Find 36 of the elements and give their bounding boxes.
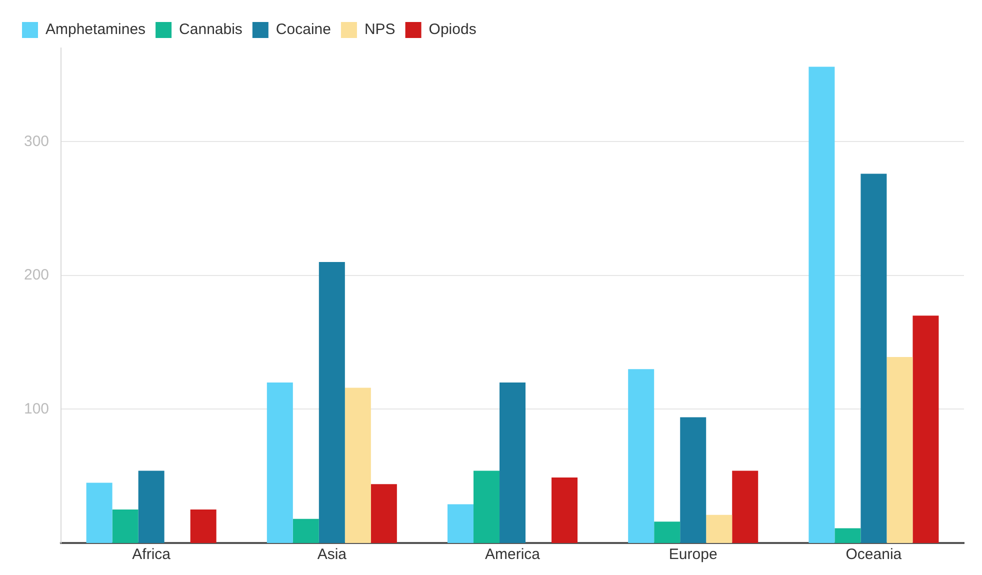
bar (808, 66, 835, 543)
bar (680, 417, 706, 543)
y-tick-label: 100 (24, 400, 50, 418)
bar (370, 484, 397, 543)
bar (292, 518, 319, 543)
bar (86, 482, 112, 543)
bar (344, 388, 371, 543)
legend-label: Cannabis (179, 21, 242, 38)
y-tick-label: 200 (24, 266, 50, 284)
legend-label: Cocaine (276, 21, 331, 38)
bar (318, 262, 345, 543)
bar (552, 477, 578, 543)
legend-label: Opiods (428, 21, 476, 38)
legend-label: Amphetamines (46, 21, 146, 38)
x-tick-label: Africa (132, 546, 172, 564)
bar (654, 522, 680, 543)
bar (112, 510, 138, 543)
bar (500, 382, 526, 543)
bar (732, 470, 758, 543)
bar (834, 528, 861, 543)
x-tick-label: America (485, 546, 541, 564)
y-tick-label: 300 (24, 132, 50, 150)
bar (628, 369, 654, 543)
bar (886, 357, 913, 543)
bar (266, 382, 293, 543)
bar (706, 514, 732, 543)
bar (448, 504, 474, 543)
x-tick-label: Asia (317, 546, 348, 564)
bar (912, 316, 939, 543)
legend-label: NPS (364, 21, 396, 38)
bar (474, 470, 500, 543)
x-tick-label: Europe (668, 546, 718, 564)
bar (190, 510, 216, 543)
x-tick-label: Oceania (846, 546, 902, 564)
bar (860, 174, 887, 543)
bar (138, 470, 164, 543)
